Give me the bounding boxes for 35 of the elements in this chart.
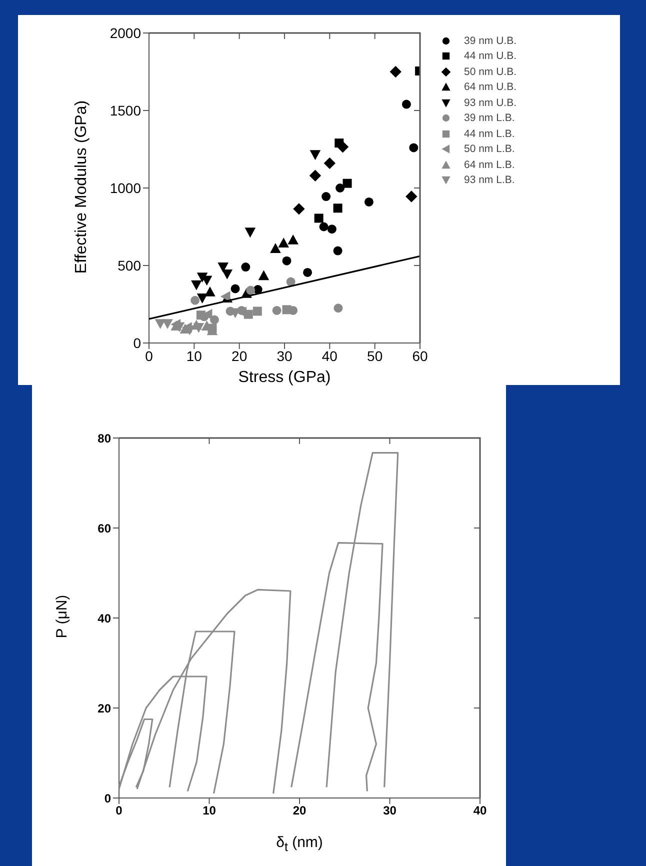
x-tick-label: 50 xyxy=(367,348,383,364)
x-tick-label: 30 xyxy=(383,804,397,818)
legend-label: 50 nm U.B. xyxy=(464,66,517,78)
legend-label: 39 nm L.B. xyxy=(464,112,515,124)
y-tick-label: 1500 xyxy=(110,102,142,118)
y-tick-label: 20 xyxy=(98,701,112,716)
x-tick-label: 10 xyxy=(186,348,202,364)
y-tick-label: 1000 xyxy=(110,180,142,196)
legend-label: 93 nm L.B. xyxy=(464,174,515,186)
x-tick-label: 40 xyxy=(322,348,338,364)
x-tick-label: 20 xyxy=(232,348,248,364)
y-tick-label: 0 xyxy=(104,791,112,806)
x-tick-label: 40 xyxy=(473,804,487,818)
y-tick-label: 40 xyxy=(98,611,112,626)
legend-label: 64 nm L.B. xyxy=(464,158,515,171)
x-tick-label: 60 xyxy=(412,348,428,364)
y-tick-label: 60 xyxy=(98,521,112,536)
legend-label: 64 nm U.B. xyxy=(464,81,517,94)
y-axis-title: Effective Modulus (GPa) xyxy=(73,99,91,276)
legend-label: 44 nm U.B. xyxy=(464,50,517,62)
legend-label: 50 nm L.B. xyxy=(464,143,515,156)
y-tick-label: 2000 xyxy=(110,24,142,41)
x-axis-title: δ$_{t}$ (nm) xyxy=(275,834,324,854)
x-tick-label: 20 xyxy=(292,804,306,818)
legend-label: 93 nm U.B. xyxy=(464,96,517,109)
x-tick-label: 10 xyxy=(202,804,216,818)
legend-label: 39 nm U.B. xyxy=(464,34,517,47)
legend-label: 44 nm L.B. xyxy=(464,128,515,140)
y-tick-label: 80 xyxy=(98,431,112,446)
y-tick-label: 0 xyxy=(133,334,142,351)
x-tick-label: 30 xyxy=(276,348,292,364)
y-axis-title: P (μN) xyxy=(54,594,70,640)
x-tick-label: 0 xyxy=(145,348,154,364)
y-tick-label: 500 xyxy=(118,257,142,274)
x-axis-title: Stress (GPa) xyxy=(237,369,332,387)
